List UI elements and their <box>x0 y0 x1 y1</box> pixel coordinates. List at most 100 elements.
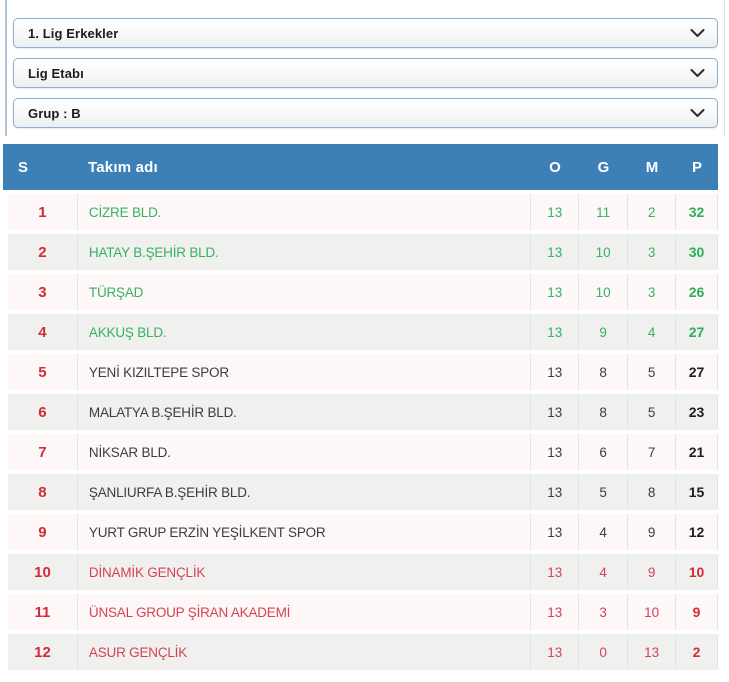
team-name-cell: TÜRŞAD <box>76 274 530 310</box>
won-cell: 8 <box>578 354 627 390</box>
played-cell: 13 <box>530 474 578 510</box>
rank-cell: 8 <box>38 483 47 501</box>
lost-cell: 9 <box>627 514 675 550</box>
played-cell: 13 <box>530 634 578 670</box>
points-cell: 21 <box>675 434 717 470</box>
rank-cell: 12 <box>34 643 51 661</box>
table-row: 10 DİNAMİK GENÇLİK 13 4 9 10 <box>8 554 718 590</box>
played-cell: 13 <box>530 594 578 630</box>
filters-panel: 1. Lig Erkekler Lig Etabı Grup : B <box>5 0 725 136</box>
lost-cell: 8 <box>627 474 675 510</box>
won-cell: 6 <box>578 434 627 470</box>
rank-cell: 9 <box>38 523 47 541</box>
lost-cell: 13 <box>627 634 675 670</box>
rank-cell: 2 <box>38 243 47 261</box>
won-cell: 10 <box>578 234 627 270</box>
header-won: G <box>597 158 610 176</box>
won-cell: 11 <box>578 194 627 230</box>
table-header-row: S Takım adı O G M P <box>3 144 718 190</box>
played-cell: 13 <box>530 354 578 390</box>
team-name-cell: ÜNSAL GROUP ŞİRAN AKADEMİ <box>76 594 530 630</box>
rank-cell: 5 <box>38 363 47 381</box>
chevron-down-icon <box>690 28 705 38</box>
team-name-cell: YENİ KIZILTEPE SPOR <box>76 354 530 390</box>
header-rank: S <box>18 158 29 176</box>
points-cell: 30 <box>675 234 717 270</box>
won-cell: 8 <box>578 394 627 430</box>
points-cell: 9 <box>675 594 717 630</box>
played-cell: 13 <box>530 554 578 590</box>
points-cell: 12 <box>675 514 717 550</box>
header-team-name: Takım adı <box>88 158 158 176</box>
won-cell: 0 <box>578 634 627 670</box>
team-name-cell: ŞANLIURFA B.ŞEHİR BLD. <box>76 474 530 510</box>
lost-cell: 5 <box>627 354 675 390</box>
rank-cell: 10 <box>34 563 51 581</box>
table-row: 12 ASUR GENÇLİK 13 0 13 2 <box>8 634 718 670</box>
group-select-value: Grup : B <box>28 105 81 121</box>
header-points: P <box>691 158 702 176</box>
table-row: 8 ŞANLIURFA B.ŞEHİR BLD. 13 5 8 15 <box>8 474 718 510</box>
lost-cell: 2 <box>627 194 675 230</box>
played-cell: 13 <box>530 434 578 470</box>
team-name-cell: NİKSAR BLD. <box>76 434 530 470</box>
points-cell: 23 <box>675 394 717 430</box>
team-name-cell: HATAY B.ŞEHİR BLD. <box>76 234 530 270</box>
lost-cell: 3 <box>627 274 675 310</box>
rank-cell: 6 <box>38 403 47 421</box>
chevron-down-icon <box>690 108 705 118</box>
team-name-cell: YURT GRUP ERZİN YEŞİLKENT SPOR <box>76 514 530 550</box>
lost-cell: 3 <box>627 234 675 270</box>
played-cell: 13 <box>530 194 578 230</box>
won-cell: 3 <box>578 594 627 630</box>
table-body: 1 CİZRE BLD. 13 11 2 32 2 HATAY B.ŞEHİR … <box>8 194 718 670</box>
played-cell: 13 <box>530 314 578 350</box>
table-row: 4 AKKUŞ BLD. 13 9 4 27 <box>8 314 718 350</box>
lost-cell: 4 <box>627 314 675 350</box>
chevron-down-icon <box>690 68 705 78</box>
points-cell: 15 <box>675 474 717 510</box>
points-cell: 27 <box>675 314 717 350</box>
header-lost: M <box>645 158 659 176</box>
table-row: 9 YURT GRUP ERZİN YEŞİLKENT SPOR 13 4 9 … <box>8 514 718 550</box>
lost-cell: 7 <box>627 434 675 470</box>
played-cell: 13 <box>530 514 578 550</box>
table-row: 5 YENİ KIZILTEPE SPOR 13 8 5 27 <box>8 354 718 390</box>
points-cell: 27 <box>675 354 717 390</box>
rank-cell: 3 <box>38 283 47 301</box>
played-cell: 13 <box>530 394 578 430</box>
group-select[interactable]: Grup : B <box>13 98 718 128</box>
won-cell: 4 <box>578 554 627 590</box>
table-row: 11 ÜNSAL GROUP ŞİRAN AKADEMİ 13 3 10 9 <box>8 594 718 630</box>
team-name-cell: DİNAMİK GENÇLİK <box>76 554 530 590</box>
rank-cell: 7 <box>38 443 47 461</box>
table-row: 2 HATAY B.ŞEHİR BLD. 13 10 3 30 <box>8 234 718 270</box>
team-name-cell: MALATYA B.ŞEHİR BLD. <box>76 394 530 430</box>
stage-select-value: Lig Etabı <box>28 65 84 81</box>
rank-cell: 11 <box>34 603 51 621</box>
won-cell: 4 <box>578 514 627 550</box>
points-cell: 2 <box>675 634 717 670</box>
lost-cell: 10 <box>627 594 675 630</box>
lost-cell: 5 <box>627 394 675 430</box>
rank-cell: 4 <box>38 323 47 341</box>
won-cell: 9 <box>578 314 627 350</box>
played-cell: 13 <box>530 274 578 310</box>
table-row: 1 CİZRE BLD. 13 11 2 32 <box>8 194 718 230</box>
standings-table: S Takım adı O G M P 1 CİZRE BLD. 13 11 2… <box>0 144 729 670</box>
team-name-cell: ASUR GENÇLİK <box>76 634 530 670</box>
table-row: 7 NİKSAR BLD. 13 6 7 21 <box>8 434 718 470</box>
stage-select[interactable]: Lig Etabı <box>13 58 718 88</box>
points-cell: 26 <box>675 274 717 310</box>
table-row: 6 MALATYA B.ŞEHİR BLD. 13 8 5 23 <box>8 394 718 430</box>
won-cell: 10 <box>578 274 627 310</box>
won-cell: 5 <box>578 474 627 510</box>
lost-cell: 9 <box>627 554 675 590</box>
table-row: 3 TÜRŞAD 13 10 3 26 <box>8 274 718 310</box>
team-name-cell: CİZRE BLD. <box>76 194 530 230</box>
points-cell: 32 <box>675 194 717 230</box>
played-cell: 13 <box>530 234 578 270</box>
league-select[interactable]: 1. Lig Erkekler <box>13 18 718 48</box>
header-played: O <box>549 158 561 176</box>
